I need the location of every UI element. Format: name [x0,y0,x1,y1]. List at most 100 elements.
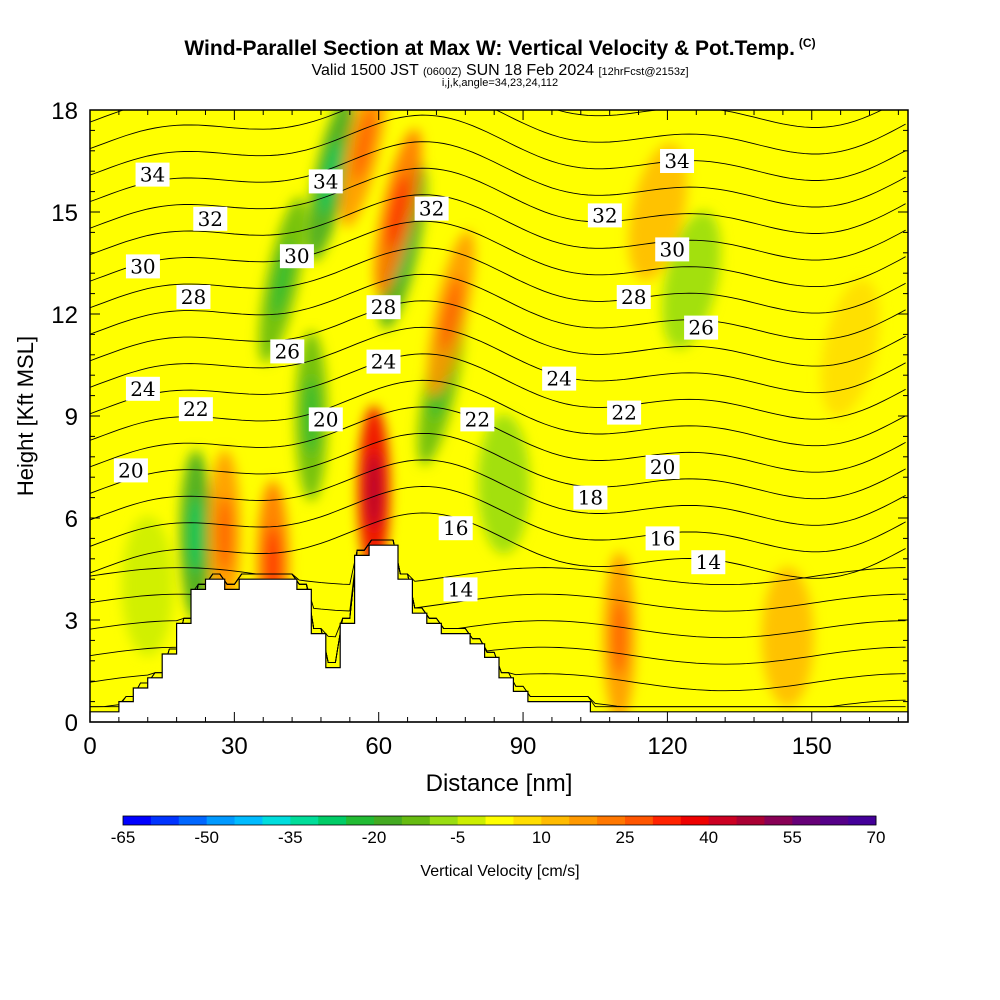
contour-label-box [414,196,449,221]
theta-contour [90,273,906,341]
contour-label-text: 14 [448,577,473,601]
colorbar-swatch [234,816,263,825]
contour-label-box [660,149,695,173]
contour-label: 32 [587,203,622,228]
colorbar-swatch [429,816,459,825]
contour-label-box [460,407,495,432]
contour-label-box [270,339,305,364]
contour-label: 28 [616,285,651,309]
contour-label: 32 [414,196,449,221]
colorbar-swatch [792,816,821,825]
x-tick-label: 150 [792,733,832,760]
theta-contour [90,141,906,208]
theta-contour [90,220,906,288]
contour-label-text: 22 [611,401,636,425]
theta-contour [90,379,906,447]
colorbar-tick-label: -50 [194,828,219,847]
contour-label-box [125,376,160,401]
contour-label-text: 32 [592,203,617,227]
contour-label: 30 [655,237,690,262]
y-axis-label: Height [Kft MSL] [13,336,38,496]
colorbar-swatch [820,816,849,825]
contour-label: 20 [645,455,680,479]
colorbar-swatch [708,816,738,825]
contour-label-box [279,244,314,269]
velocity-core [353,110,375,182]
contour-label-text: 32 [198,207,223,231]
y-tick-label: 0 [65,710,78,737]
contour-label: 20 [113,458,148,483]
chart-indices: i,j,k,angle=34,23,24,112 [0,77,1000,89]
x-axis-label: Distance [nm] [426,770,573,797]
colorbar-tick-label: -20 [362,828,387,847]
colorbar-swatch [346,816,375,825]
colorbar-swatch [569,816,598,825]
contour-label: 28 [366,295,401,320]
contour-label-text: 34 [140,163,165,187]
colorbar-label: Vertical Velocity [cm/s] [420,863,580,880]
contour-label-text: 24 [546,367,571,391]
valid-prefix: Valid 1500 JST [311,62,419,79]
velocity-core [366,452,382,530]
contour-label-box [655,237,690,262]
theta-contour [90,300,906,367]
contour-label: 22 [178,397,213,422]
velocity-core [387,174,409,250]
y-tick-label: 3 [65,608,78,635]
terrain-profile [89,544,909,723]
contour-label-text: 22 [465,407,490,431]
colorbar-swatch [764,816,793,825]
colorbar-swatch [123,816,152,825]
contour-label-box [616,285,651,309]
contour-label: 16 [438,516,473,541]
title-text: Wind-Parallel Section at Max W: Vertical… [184,37,795,60]
contour-label: 24 [366,349,401,374]
theta-contour [90,539,906,612]
forecast-info: [12hrFcst@2153z] [598,66,689,78]
colorbar-swatch [262,816,291,825]
contour-label-box [443,577,478,602]
contour-label-text: 30 [284,244,309,268]
contour-labels: 34 32 30 28 24 22 20 34 30 26 20 28 24 32 22 16 14 24 32 30… [113,149,726,602]
contour-label: 34 [135,162,170,187]
contour-label: 16 [645,526,680,551]
contour-label-box [587,203,622,228]
colorbar-swatch [485,816,514,825]
contour-label: 30 [125,254,160,279]
contour-label: 22 [607,400,642,425]
colorbar-swatch [541,816,570,825]
copyright-mark: (C) [798,36,816,50]
contour-label-box [542,366,577,391]
contour-label-box [366,349,401,374]
contour-label-box [573,485,608,510]
contour-label-text: 24 [130,377,155,401]
contour-label-text: 26 [688,316,713,340]
x-tick-label: 120 [647,733,687,760]
colorbar-swatch [374,816,403,825]
theta-contour [90,406,906,473]
velocity-feature [121,516,174,656]
x-tick-label: 0 [83,733,96,760]
contour-label-text: 16 [443,516,468,540]
x-tick-label: 60 [365,733,392,760]
contour-label-text: 16 [650,526,675,550]
colorbar-swatch [625,816,654,825]
axes: 0 30 60 90 120 150 0 3 6 9 12 15 18 Distance [nm] Heig… [13,98,909,797]
theta-contour [90,326,906,394]
theta-contour [90,114,906,181]
colorbar-tick-label: 40 [699,828,718,847]
contour-label-text: 24 [371,350,396,374]
contour-label: 18 [573,485,608,510]
contour-label-box [125,254,160,279]
theta-contour [90,485,906,553]
contour-label-box [645,455,680,479]
contour-label: 24 [125,376,160,401]
colorbar-swatch [848,816,877,825]
colorbar-swatch [680,816,710,825]
x-tick-label: 30 [221,733,248,760]
contour-label-box [193,206,228,231]
contour-label: 14 [691,550,726,575]
contour-label-text: 14 [696,550,721,574]
contour-label: 26 [684,315,719,340]
theta-contour [90,539,906,586]
